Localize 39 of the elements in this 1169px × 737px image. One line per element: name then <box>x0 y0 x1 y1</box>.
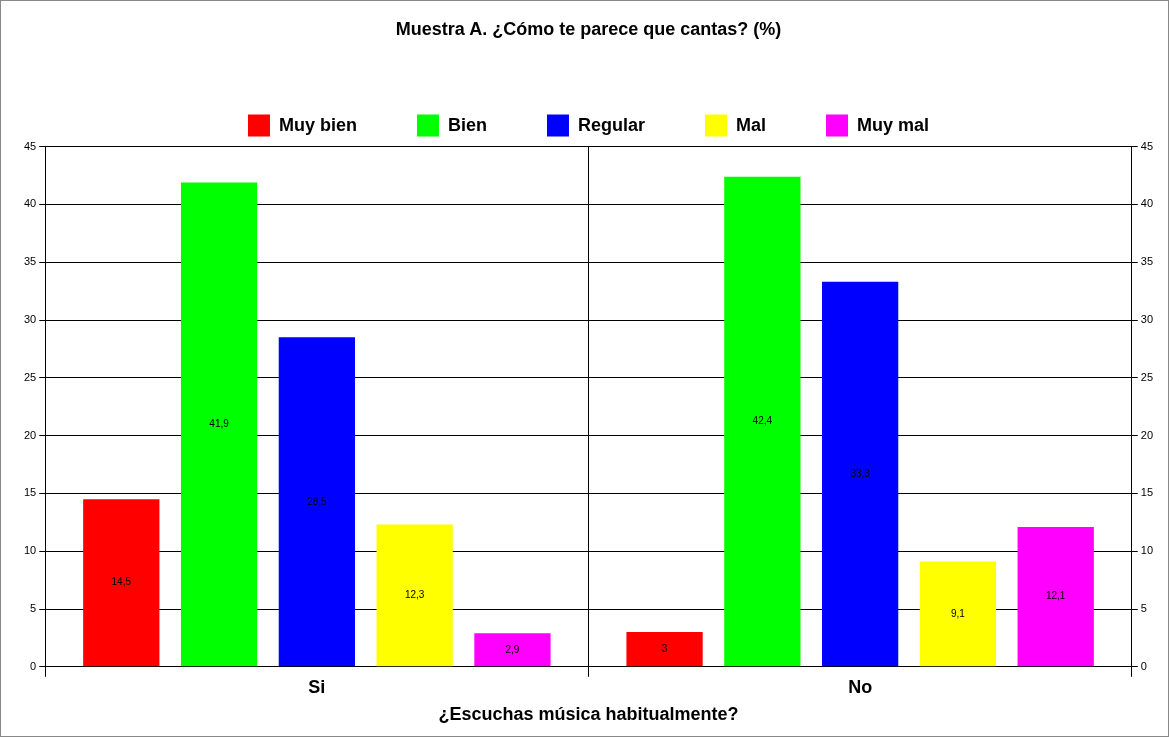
y2-tick-label: 5 <box>1140 602 1147 615</box>
y-tick-label: 25 <box>23 370 37 383</box>
y-tick-label: 0 <box>30 659 37 672</box>
legend-label: Muy mal <box>857 114 930 135</box>
y2-tick-label: 15 <box>1140 486 1154 499</box>
y-tick-label: 5 <box>30 602 37 615</box>
y-tick-label: 45 <box>23 139 37 152</box>
y2-tick-label: 40 <box>1140 197 1154 210</box>
y2-tick-label: 20 <box>1140 428 1154 441</box>
y-tick-label: 40 <box>23 197 37 210</box>
data-label: 12,3 <box>404 589 425 601</box>
y-tick-label: 10 <box>23 544 37 557</box>
data-label: 42,4 <box>752 415 773 427</box>
y2-tick-label: 35 <box>1140 255 1154 268</box>
y2-tick-label: 30 <box>1140 313 1154 326</box>
y2-tick-label: 45 <box>1140 139 1154 152</box>
y2-tick-label: 10 <box>1140 544 1154 557</box>
x-tick-label: No <box>848 676 873 697</box>
x-axis-title: ¿Escuchas música habitualmente? <box>438 704 739 725</box>
data-label: 3 <box>661 642 668 654</box>
y-tick-label: 30 <box>23 313 37 326</box>
x-tick-label: Si <box>308 676 326 697</box>
y-tick-label: 35 <box>23 255 37 268</box>
y-tick-label: 15 <box>23 486 37 499</box>
data-label: 41,9 <box>209 418 230 430</box>
data-label: 2,9 <box>505 643 520 655</box>
y-tick-label: 20 <box>23 428 37 441</box>
legend-label: Regular <box>577 114 646 135</box>
legend-label: Mal <box>736 114 767 135</box>
data-label: 28,5 <box>307 495 328 507</box>
data-label: 9,1 <box>950 607 966 619</box>
legend-label: Bien <box>447 114 487 135</box>
y2-tick-label: 25 <box>1140 370 1154 383</box>
chart-title: Muestra A. ¿Cómo te parece que cantas? (%) <box>395 18 782 39</box>
data-label: 14,5 <box>111 576 132 588</box>
data-label: 12,1 <box>1045 590 1066 602</box>
y2-tick-label: 0 <box>1140 659 1147 672</box>
legend-label: Muy bien <box>278 114 357 135</box>
data-label: 33,3 <box>850 467 871 479</box>
